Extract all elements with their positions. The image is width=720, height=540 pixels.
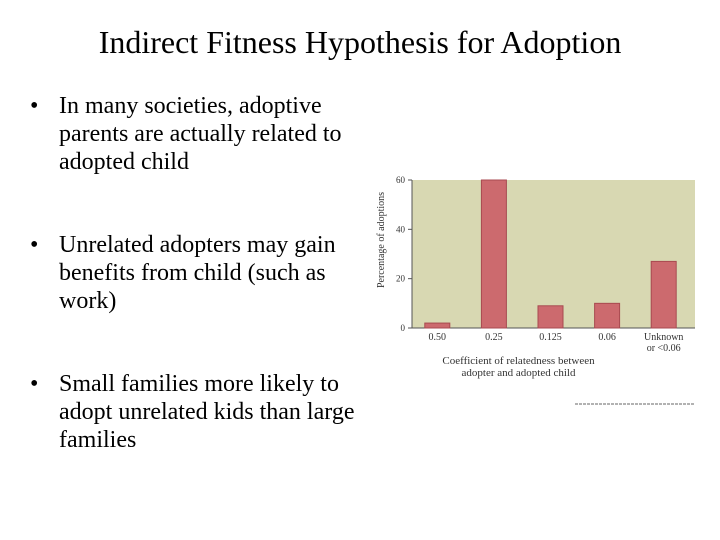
- bullet-item: • Small families more likely to adopt un…: [30, 370, 360, 454]
- bullet-item: • In many societies, adoptive parents ar…: [30, 92, 360, 176]
- x-tick-label: 0.25: [485, 332, 503, 343]
- bar-chart-svg: 0 20 40 60 Percentage of adoptions 0.50 0.25 0.…: [376, 175, 695, 405]
- y-tick-label: 60: [396, 175, 406, 185]
- x-tick-label: or <0.06: [647, 343, 681, 354]
- x-axis-label: Coefficient of relatedness between: [442, 355, 595, 367]
- bar-0: [424, 322, 451, 329]
- bullet-glyph: •: [30, 232, 39, 258]
- y-tick-label: 0: [401, 323, 406, 333]
- bullet-item: • Unrelated adopters may gain benefits f…: [30, 231, 360, 315]
- bullet-text: Small families more likely to adopt unre…: [59, 371, 355, 453]
- adoption-chart: 0 20 40 60 Percentage of adoptions 0.50 0.25 0.…: [370, 168, 702, 418]
- x-tick-label: 0.125: [539, 332, 562, 343]
- x-tick-label: 0.06: [598, 332, 616, 343]
- bar-4: [650, 260, 677, 329]
- slide-title: Indirect Fitness Hypothesis for Adoption: [98, 24, 622, 60]
- plot-background: [412, 180, 695, 328]
- y-tick-label: 20: [396, 274, 406, 284]
- bullet-glyph: •: [30, 93, 39, 119]
- x-tick-label: Unknown: [644, 332, 683, 343]
- bullet-text: Unrelated adopters may gain benefits fro…: [59, 232, 336, 314]
- x-tick-label: 0.50: [429, 332, 447, 343]
- bar-3: [594, 302, 621, 329]
- x-axis-label: adopter and adopted child: [462, 367, 576, 379]
- bullet-text: In many societies, adoptive parents are …: [59, 93, 342, 175]
- y-tick-label: 40: [396, 224, 406, 234]
- bar-1: [480, 179, 507, 329]
- y-axis-label: Percentage of adoptions: [376, 192, 387, 288]
- bar-2: [537, 305, 564, 329]
- bullet-list: • In many societies, adoptive parents ar…: [30, 92, 360, 454]
- bullet-glyph: •: [30, 371, 39, 397]
